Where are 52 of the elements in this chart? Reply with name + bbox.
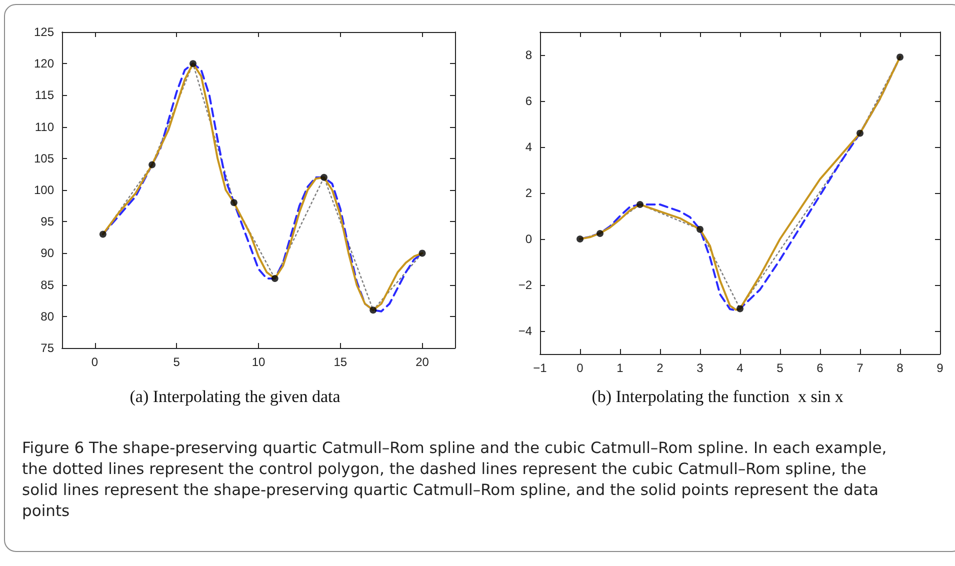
- y-tick-label: 110: [34, 120, 54, 134]
- point: [856, 130, 864, 137]
- x-tick-label: 5: [173, 355, 180, 369]
- x-tick-label: 9: [936, 361, 944, 375]
- y-tick-label: 120: [34, 56, 54, 71]
- y-tick-label: 8: [525, 48, 532, 62]
- y-tick-label: 115: [34, 88, 54, 102]
- y-tick-label: 85: [40, 278, 54, 292]
- x-tick-label: 2: [656, 361, 664, 375]
- y-tick-label: 95: [40, 214, 54, 229]
- y-tick-label: −4: [518, 324, 532, 338]
- point: [736, 305, 744, 312]
- y-tick-label: 125: [34, 25, 54, 39]
- x-tick-label: 10: [252, 355, 266, 369]
- point: [271, 274, 278, 282]
- point: [596, 230, 604, 237]
- point: [370, 306, 377, 314]
- x-tick-label: −1: [533, 361, 548, 375]
- x-tick-label: 5: [776, 361, 784, 375]
- x-tick-label: 1: [616, 361, 624, 375]
- point: [190, 60, 196, 68]
- x-tick-label: 4: [736, 361, 744, 375]
- x-tick-label: 3: [696, 361, 704, 375]
- y-tick-label: −2: [518, 278, 532, 292]
- text: (a) Interpolating the given data: [130, 387, 341, 406]
- point: [320, 174, 328, 181]
- point: [230, 199, 238, 206]
- point: [148, 161, 156, 168]
- y-tick-label: 105: [34, 151, 54, 166]
- x-tick-label: 0: [576, 361, 584, 375]
- point: [696, 226, 704, 233]
- point: [99, 230, 106, 238]
- x-tick-label: 7: [856, 361, 864, 375]
- x-tick-label: 6: [816, 361, 824, 375]
- y-tick-label: 100: [34, 183, 54, 197]
- y-tick-label: 0: [525, 232, 532, 246]
- y-tick-label: 90: [40, 246, 54, 260]
- point: [896, 54, 904, 61]
- x-tick-label: 20: [416, 355, 430, 369]
- x-tick-label: 8: [896, 361, 904, 375]
- y-tick-label: 4: [525, 140, 532, 154]
- y-tick-label: 80: [40, 309, 54, 324]
- x-tick-label: 0: [91, 355, 98, 369]
- y-tick-label: 2: [525, 186, 532, 200]
- y-tick-label: 6: [525, 94, 532, 108]
- point: [418, 250, 426, 257]
- x-tick-label: 15: [334, 355, 348, 369]
- y-tick-label: 75: [40, 341, 54, 355]
- text: (b) Interpolating the function x sin x: [592, 387, 844, 406]
- point: [576, 236, 584, 242]
- point: [636, 201, 644, 208]
- caption: Figure 6 The shape-preserving quartic Catmull–Rom spline and the cubic Catmull–Rom spline. In each example, the dotted lines represent the control polygon, the dashed lines represent the cubic Catmull–Rom spline, the solid lines represent the shape-preserving quartic Catmull–Rom spline, and the solid points represent the data points: [22, 438, 888, 522]
